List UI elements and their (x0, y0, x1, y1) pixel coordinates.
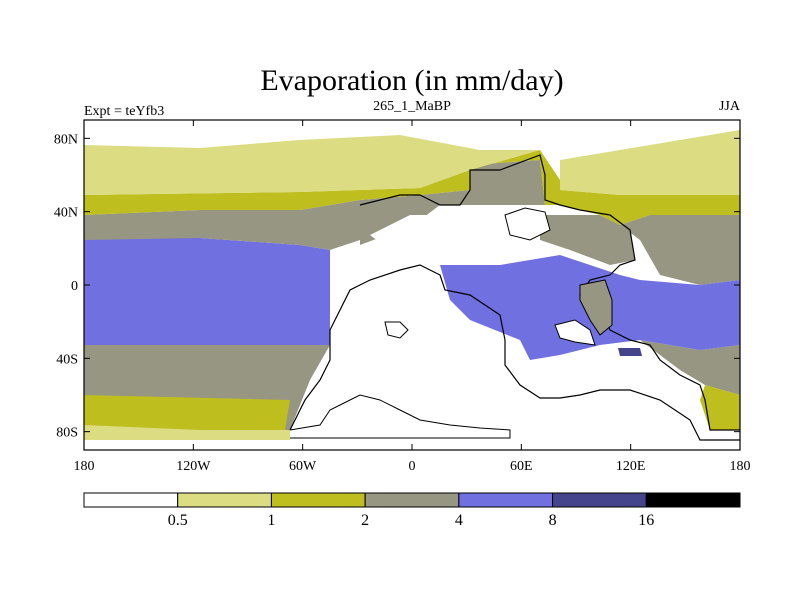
colorbar-swatch (177, 492, 272, 508)
colorbar-label: 4 (455, 512, 463, 529)
colorbar-swatch (645, 492, 741, 508)
dry-region-south (340, 310, 490, 380)
band-05-1-antarctic (84, 425, 290, 440)
band-05-1-arctic (84, 135, 540, 195)
longitude-axis: 180 120W 60W 0 60E 120E 180 (74, 120, 751, 474)
lon-label: 60W (289, 459, 317, 474)
southeast-island-outline (554, 319, 596, 346)
evaporation-field (84, 120, 740, 450)
band-1-2-north (84, 150, 560, 215)
continent-outline-south (289, 264, 740, 441)
plot-title: Evaporation (in mm/day) (260, 64, 563, 97)
dry-region-antarctic (290, 395, 510, 440)
band-2-4-north (84, 200, 360, 250)
lon-label: 60E (510, 459, 533, 474)
continent-outline (359, 154, 740, 431)
band-2-4-ocean-east-south (640, 340, 740, 395)
colorbar-swatch (552, 492, 647, 508)
colorbar-swatch (83, 492, 179, 508)
lat-label: 80S (56, 426, 78, 441)
band-1-2-south (84, 395, 290, 430)
lon-label: 180 (730, 459, 751, 474)
island-outline (384, 321, 409, 339)
colorbar-label: 0.5 (168, 512, 188, 529)
colorbar-swatch (364, 492, 460, 508)
band-2-4-ocean-east (620, 215, 740, 285)
interior-grey-patch (579, 279, 613, 336)
colorbar-label: 8 (549, 512, 557, 529)
band-1-2-north-east (560, 190, 740, 225)
colorbar-swatch (270, 492, 366, 508)
colorbar-label: 16 (638, 512, 654, 529)
band-05-1-arctic-east (560, 130, 740, 195)
colorbar-label: 2 (361, 512, 369, 529)
lon-label: 0 (409, 459, 416, 474)
lat-label: 40N (54, 206, 78, 221)
band-2-4-continent-east (540, 215, 635, 265)
colorbar: 0.5 1 2 4 8 16 (83, 492, 741, 529)
latitude-axis: 80N 40N 0 40S 80S (54, 132, 740, 441)
band-1-2-south-east (700, 385, 740, 430)
lon-label: 120E (616, 459, 646, 474)
antarctic-outline (289, 394, 511, 439)
band-4-8 (84, 238, 330, 345)
colorbar-label: 1 (267, 512, 275, 529)
lat-label: 0 (71, 279, 78, 294)
dry-region-north (370, 215, 440, 250)
sea-north-outline (504, 207, 551, 241)
subtitle-right: JJA (719, 99, 741, 114)
lon-label: 180 (74, 459, 95, 474)
subtitle-left: Expt = teYfb3 (84, 104, 164, 119)
lon-label: 120W (176, 459, 211, 474)
band-8-16 (618, 348, 642, 356)
colorbar-swatch (458, 492, 554, 508)
lat-label: 80N (54, 132, 78, 147)
subtitle-center: 265_1_MaBP (373, 99, 451, 114)
lat-label: 40S (56, 352, 78, 367)
